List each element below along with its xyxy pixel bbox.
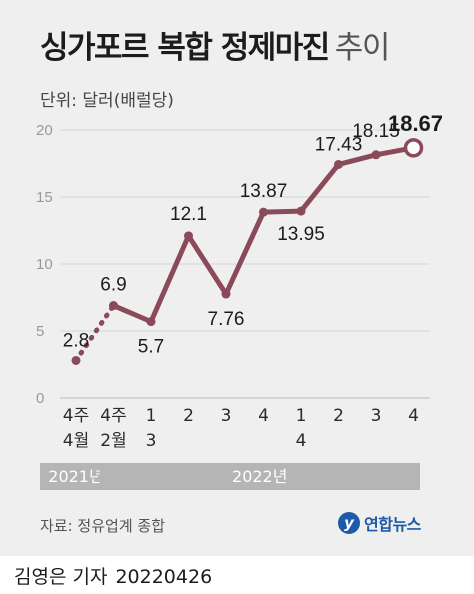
data-label: 7.76 — [208, 309, 245, 330]
x-tick-label: 3 — [221, 406, 232, 426]
x-tick-sublabel: 2월 — [100, 431, 126, 451]
series-line — [112, 145, 414, 325]
x-tick-sublabel: 3 — [146, 431, 157, 451]
data-label: 12.1 — [170, 204, 207, 225]
year-band-label: 2021년 — [48, 467, 103, 486]
data-label: 6.9 — [100, 275, 126, 296]
chart-title-main: 싱가포르 복합 정제마진 — [40, 30, 330, 66]
data-label: 13.87 — [240, 181, 288, 202]
x-tick-label: 1 — [146, 406, 157, 426]
series-line-dotted — [73, 303, 116, 363]
x-tick-label: 2 — [183, 406, 194, 426]
year-band-label: 2022년 — [232, 467, 287, 486]
data-point — [296, 206, 306, 216]
x-tick-label: 4 — [408, 406, 419, 426]
data-label: 5.7 — [138, 337, 164, 358]
line-chart: 0 5 10 15 20 2.8 6.9 5.7 12.1 7.76 13.87 13.95 17.43… — [36, 111, 443, 490]
data-label-latest: 18.67 — [388, 111, 443, 136]
data-point — [146, 317, 156, 327]
data-point-highlight — [403, 138, 424, 158]
data-point — [221, 289, 231, 299]
data-point — [109, 301, 118, 311]
reporter-name: 김영은 기자 — [14, 566, 108, 588]
x-tick-label: 2 — [333, 406, 344, 426]
x-tick-label: 4주 — [100, 406, 126, 426]
unit-label: 단위: 달러(배럴당) — [40, 91, 174, 111]
y-tick-label: 15 — [36, 189, 53, 206]
data-point — [334, 159, 343, 169]
x-tick-label: 1 — [296, 406, 307, 426]
yonhap-logo: y 연합뉴스 — [338, 511, 421, 535]
x-tick-label: 3 — [371, 406, 382, 426]
data-point — [184, 231, 193, 241]
y-tick-label: 20 — [36, 122, 53, 139]
source-note: 자료: 정유업계 종합 — [40, 517, 165, 535]
yonhap-logo-icon: y — [338, 512, 360, 534]
data-label: 18.15 — [352, 121, 400, 142]
chart-title: 싱가포르 복합 정제마진 추이 — [40, 22, 391, 67]
x-tick-label: 4주 — [63, 406, 89, 426]
data-point — [71, 355, 81, 365]
data-label: 2.8 — [63, 330, 89, 351]
y-tick-label: 5 — [36, 323, 44, 340]
year-band — [99, 463, 420, 490]
infographic-card: 싱가포르 복합 정제마진 추이 단위: 달러(배럴당) 0 5 10 15 20 2.8 6.… — [0, 0, 474, 556]
byline: 김영은 기자 20220426 — [14, 562, 212, 589]
data-label: 13.95 — [277, 224, 325, 245]
data-point — [259, 207, 268, 217]
y-tick-label: 10 — [36, 256, 53, 273]
x-tick-sublabel: 4 — [296, 431, 307, 451]
yonhap-logo-text: 연합뉴스 — [364, 515, 421, 534]
data-label: 17.43 — [315, 134, 363, 155]
x-tick-sublabel: 4월 — [63, 431, 89, 451]
publish-date: 20220426 — [115, 566, 213, 588]
y-tick-label: 0 — [36, 390, 44, 407]
chart-title-sub: 추이 — [334, 30, 391, 66]
data-point — [371, 150, 381, 160]
x-tick-label: 4 — [258, 406, 269, 426]
